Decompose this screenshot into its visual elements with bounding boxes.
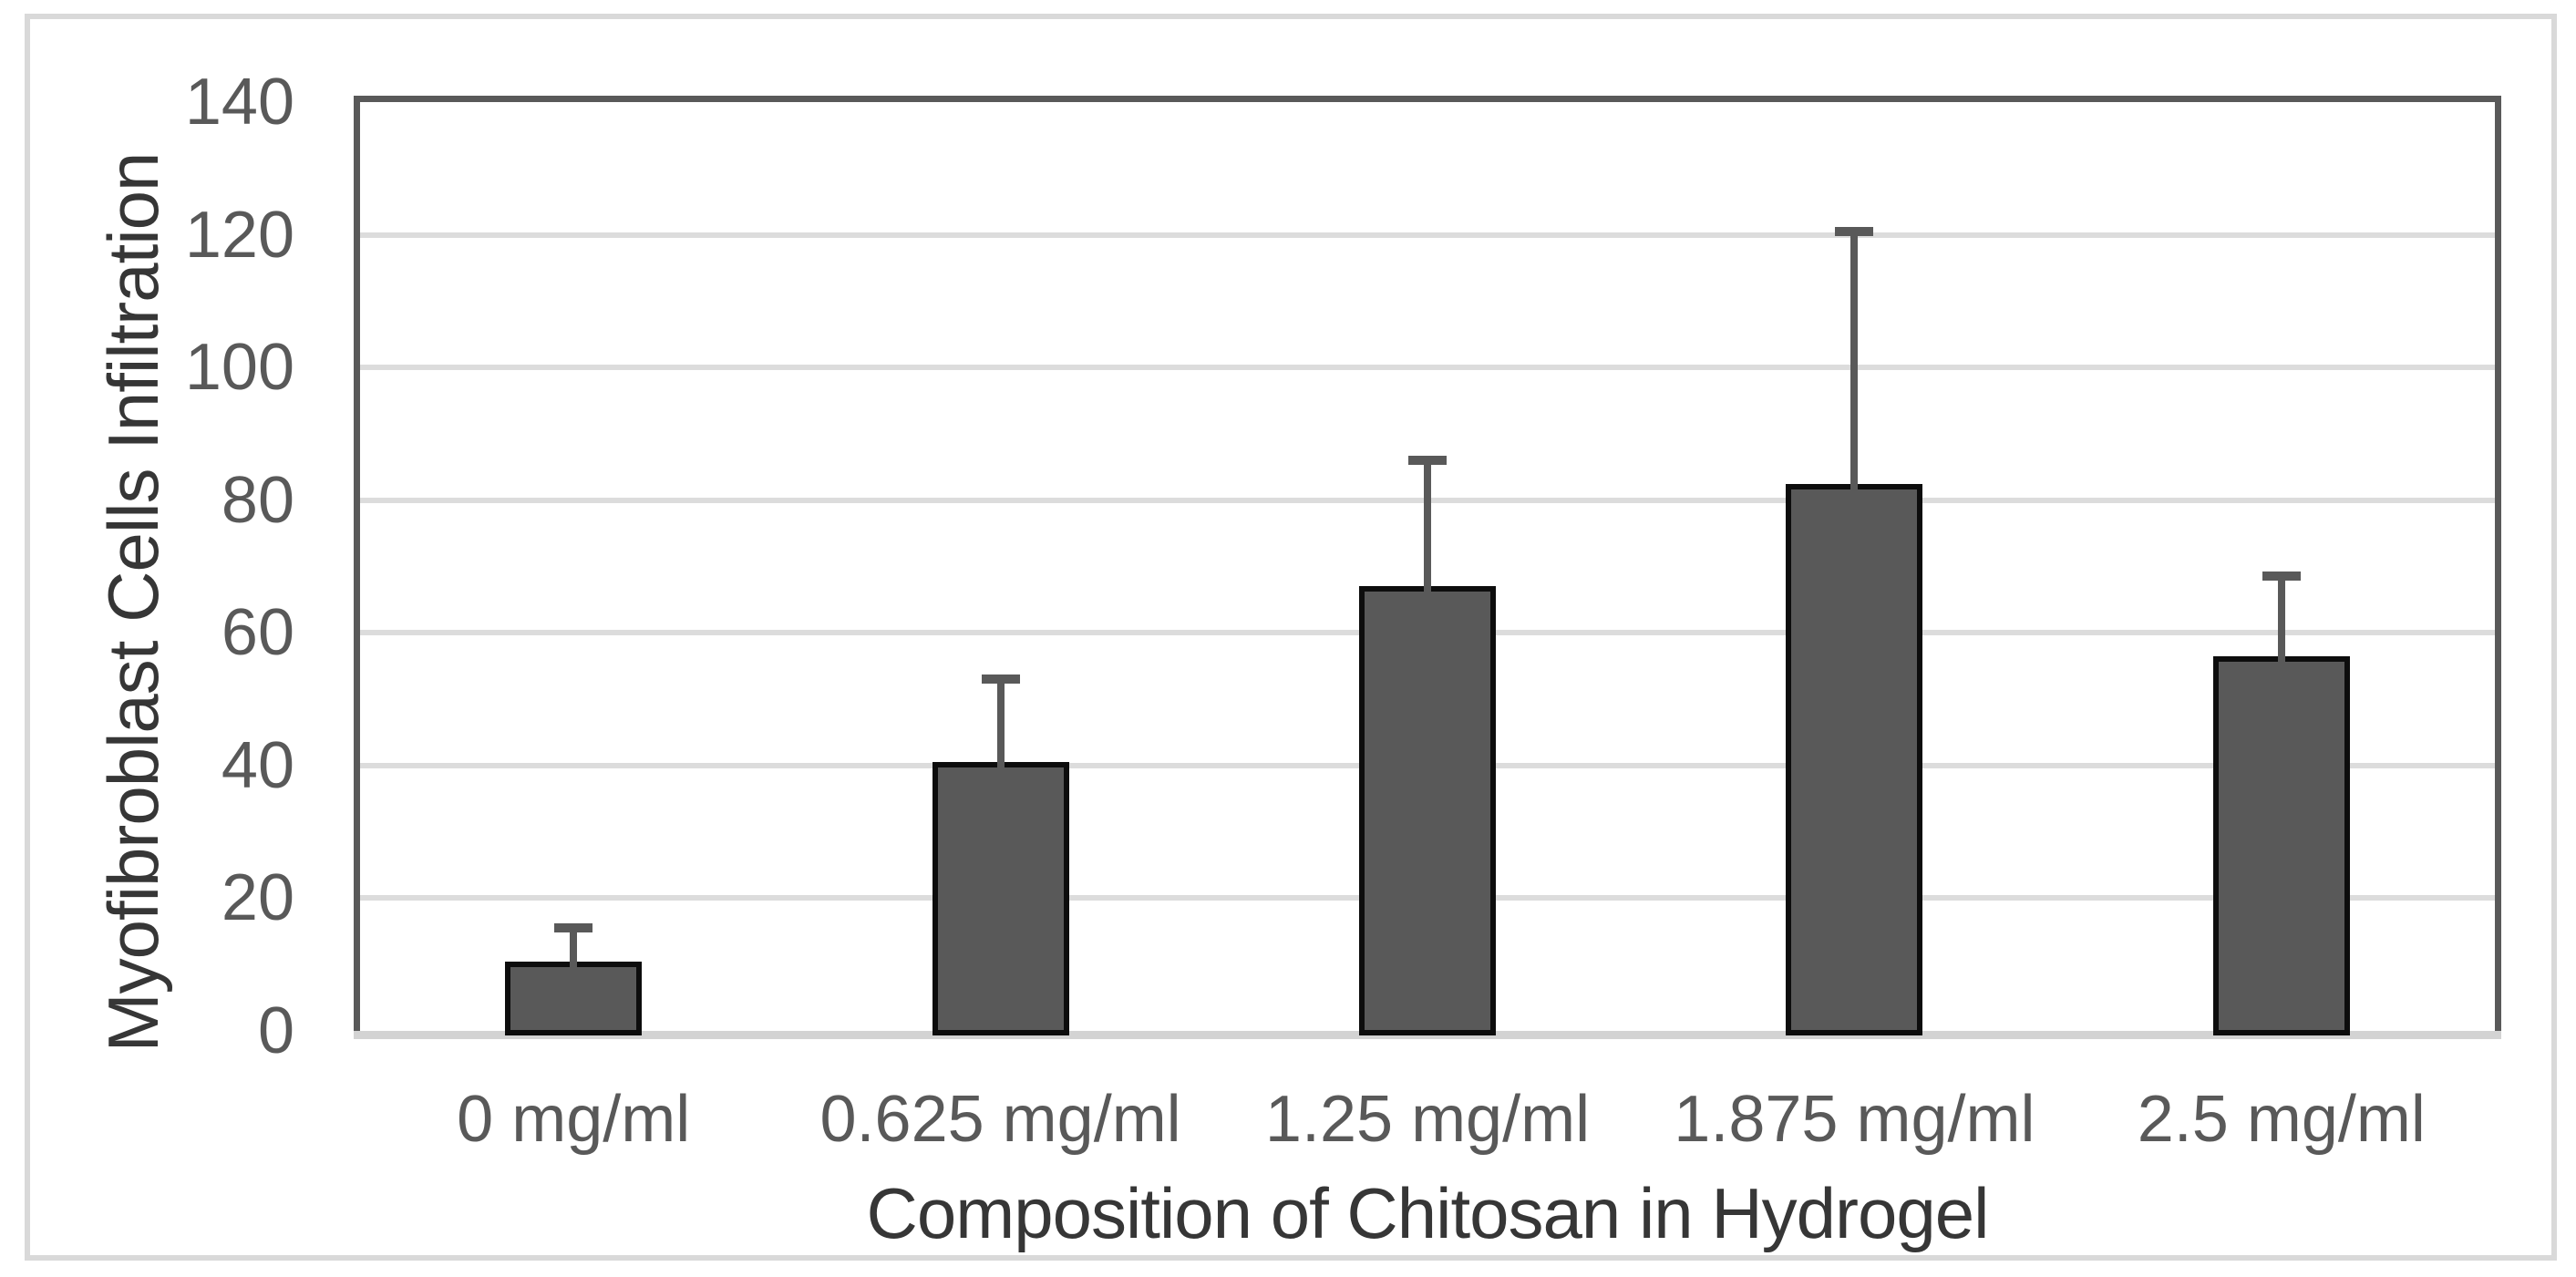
major-gridline-y120 — [360, 232, 2495, 238]
y-axis-line — [354, 96, 360, 1035]
y-axis-title: Myofibroblast Cells Infiltration — [93, 152, 173, 1053]
bar-1.25-mg-ml — [1359, 586, 1496, 1035]
bar-2.5-mg-ml — [2212, 655, 2350, 1035]
x-tick-label-1.875-mg-ml: 1.875 mg/ml — [1674, 1083, 2035, 1156]
figure-outer-frame — [25, 14, 2557, 1261]
bar-0.625-mg-ml — [932, 762, 1069, 1035]
error-bar-cap — [1835, 226, 1874, 236]
x-tick-label-1.25-mg-ml: 1.25 mg/ml — [1264, 1083, 1591, 1156]
y-tick-label-120: 120 — [184, 198, 294, 272]
error-bar-whisker — [996, 679, 1005, 783]
y-tick-label-140: 140 — [184, 66, 294, 139]
x-tick-label-0-mg-ml: 0 mg/ml — [457, 1083, 691, 1156]
x-axis-title: Composition of Chitosan in Hydrogel — [866, 1173, 1990, 1253]
error-bar-whisker — [1424, 460, 1431, 607]
y-tick-label-0: 0 — [257, 994, 294, 1067]
y-tick-label-80: 80 — [221, 463, 294, 537]
y-tick-label-60: 60 — [221, 596, 294, 670]
error-bar-cap — [981, 675, 1020, 685]
x-tick-label-0.625-mg-ml: 0.625 mg/ml — [819, 1083, 1181, 1156]
error-bar-whisker — [2277, 576, 2285, 676]
error-bar-whisker — [570, 928, 578, 982]
y-tick-label-100: 100 — [184, 331, 294, 405]
plot-border-top — [354, 96, 2501, 102]
error-bar-cap — [2262, 572, 2301, 582]
error-bar-whisker — [1850, 231, 1859, 504]
y-tick-label-40: 40 — [221, 728, 294, 802]
y-tick-label-20: 20 — [221, 861, 294, 935]
plot-border-right — [2495, 96, 2501, 1031]
error-bar-cap — [1408, 456, 1447, 466]
error-bar-cap — [554, 923, 593, 933]
x-tick-label-2.5-mg-ml: 2.5 mg/ml — [2137, 1083, 2426, 1156]
major-gridline-y100 — [360, 365, 2495, 371]
bar-1.875-mg-ml — [1786, 483, 1923, 1035]
